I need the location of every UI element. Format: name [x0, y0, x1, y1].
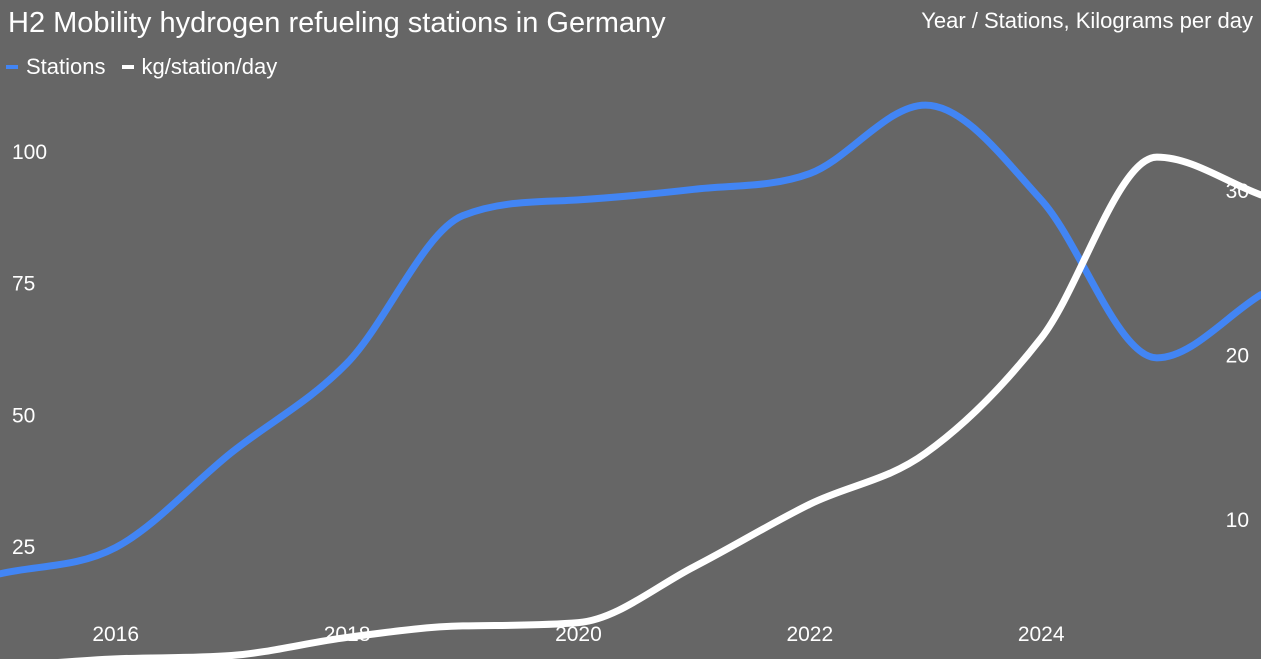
- series-lines: [0, 101, 1261, 659]
- chart-title: H2 Mobility hydrogen refueling stations …: [8, 7, 666, 39]
- series-line-kg-per-station: [57, 153, 1261, 659]
- right-axis-tick-10: 10: [1226, 509, 1249, 532]
- x-axis-ticks: 2016 2018 2020 2022 2024: [92, 623, 1065, 646]
- left-axis-tick-100: 100: [12, 141, 47, 164]
- legend-label-kg-per-station: kg/station/day: [141, 54, 278, 79]
- legend: Stations kg/station/day: [6, 54, 293, 80]
- legend-item-kg-per-station[interactable]: kg/station/day: [121, 54, 278, 80]
- x-axis-tick-2024: 2024: [1018, 623, 1065, 646]
- left-axis-ticks: 25 50 75 100: [12, 141, 47, 559]
- legend-item-stations[interactable]: Stations: [6, 54, 106, 80]
- series-line-stations: [0, 101, 1261, 578]
- legend-swatch-stations: [6, 65, 18, 69]
- left-axis-tick-75: 75: [12, 273, 35, 296]
- axis-title: Year / Stations, Kilograms per day: [921, 8, 1253, 33]
- x-axis-tick-2020: 2020: [555, 623, 602, 646]
- legend-swatch-kg-per-station: [121, 65, 134, 69]
- x-axis-tick-2018: 2018: [324, 623, 371, 646]
- left-axis-tick-50: 50: [12, 404, 35, 427]
- right-axis-tick-20: 20: [1226, 345, 1249, 368]
- x-axis-tick-2016: 2016: [92, 623, 139, 646]
- left-axis-tick-25: 25: [12, 536, 35, 559]
- legend-label-stations: Stations: [26, 54, 106, 79]
- x-axis-tick-2022: 2022: [786, 623, 833, 646]
